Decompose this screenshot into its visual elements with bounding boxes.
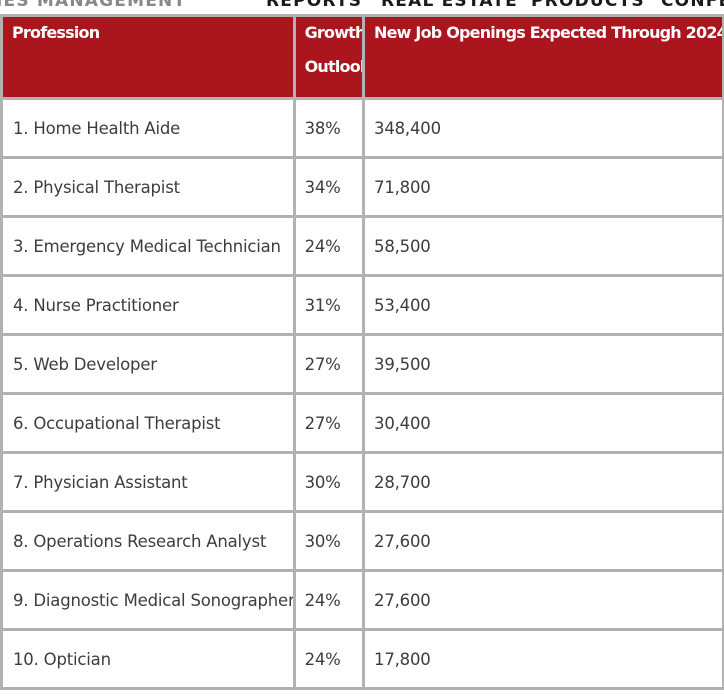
- growth-cell: 27%: [292, 392, 366, 454]
- nav-item-conferences[interactable]: CONFE: [661, 0, 724, 11]
- job-growth-table: Profession Growth Outlook New Job Opening…: [0, 14, 724, 690]
- openings-cell: 58,500: [362, 215, 724, 277]
- growth-cell: 24%: [292, 569, 366, 631]
- top-navigation: IES MANAGEMENT REPORTS REAL ESTATE PRODU…: [0, 0, 724, 15]
- header-new-openings: New Job Openings Expected Through 2024: [362, 14, 724, 100]
- table-row: 7. Physician Assistant 30% 28,700: [0, 451, 724, 513]
- profession-cell: 4. Nurse Practitioner: [0, 274, 296, 336]
- table-row: 10. Optician 24% 17,800: [0, 628, 724, 690]
- header-profession-label: Profession: [12, 23, 100, 42]
- table-row: 9. Diagnostic Medical Sonographer 24% 27,6…: [0, 569, 724, 631]
- openings-cell: 348,400: [362, 97, 724, 159]
- growth-cell: 34%: [292, 156, 366, 218]
- nav-item-real-estate[interactable]: REAL ESTATE: [381, 0, 518, 11]
- nav-item-products[interactable]: PRODUCTS: [531, 0, 645, 11]
- profession-cell: 3. Emergency Medical Technician: [0, 215, 296, 277]
- profession-cell: 2. Physical Therapist: [0, 156, 296, 218]
- growth-cell: 31%: [292, 274, 366, 336]
- growth-cell: 24%: [292, 628, 366, 690]
- growth-cell: 38%: [292, 97, 366, 159]
- profession-cell: 7. Physician Assistant: [0, 451, 296, 513]
- table-row: 5. Web Developer 27% 39,500: [0, 333, 724, 395]
- profession-cell: 10. Optician: [0, 628, 296, 690]
- openings-cell: 30,400: [362, 392, 724, 454]
- table-row: 4. Nurse Practitioner 31% 53,400: [0, 274, 724, 336]
- nav-item-reports[interactable]: REPORTS: [266, 0, 363, 11]
- header-profession: Profession: [0, 14, 296, 100]
- table-row: 3. Emergency Medical Technician 24% 58,500: [0, 215, 724, 277]
- openings-cell: 53,400: [362, 274, 724, 336]
- openings-cell: 17,800: [362, 628, 724, 690]
- openings-cell: 71,800: [362, 156, 724, 218]
- openings-cell: 27,600: [362, 510, 724, 572]
- openings-cell: 39,500: [362, 333, 724, 395]
- profession-cell: 6. Occupational Therapist: [0, 392, 296, 454]
- growth-cell: 30%: [292, 510, 366, 572]
- header-growth-outlook: Growth Outlook: [292, 14, 366, 100]
- profession-cell: 9. Diagnostic Medical Sonographer: [0, 569, 296, 631]
- profession-cell: 5. Web Developer: [0, 333, 296, 395]
- header-growth-label-line1: Growth: [304, 23, 364, 42]
- profession-cell: 8. Operations Research Analyst: [0, 510, 296, 572]
- growth-cell: 30%: [292, 451, 366, 513]
- table-header-row: Profession Growth Outlook New Job Opening…: [0, 14, 724, 100]
- header-openings-label: New Job Openings Expected Through 2024: [374, 23, 724, 42]
- table-row: 6. Occupational Therapist 27% 30,400: [0, 392, 724, 454]
- nav-item-management[interactable]: IES MANAGEMENT: [0, 0, 187, 11]
- table-row: 2. Physical Therapist 34% 71,800: [0, 156, 724, 218]
- header-growth-label-line2: Outlook: [304, 57, 364, 76]
- table-row: 1. Home Health Aide 38% 348,400: [0, 97, 724, 159]
- openings-cell: 28,700: [362, 451, 724, 513]
- profession-cell: 1. Home Health Aide: [0, 97, 296, 159]
- table-row: 8. Operations Research Analyst 30% 27,600: [0, 510, 724, 572]
- growth-cell: 27%: [292, 333, 366, 395]
- growth-cell: 24%: [292, 215, 366, 277]
- openings-cell: 27,600: [362, 569, 724, 631]
